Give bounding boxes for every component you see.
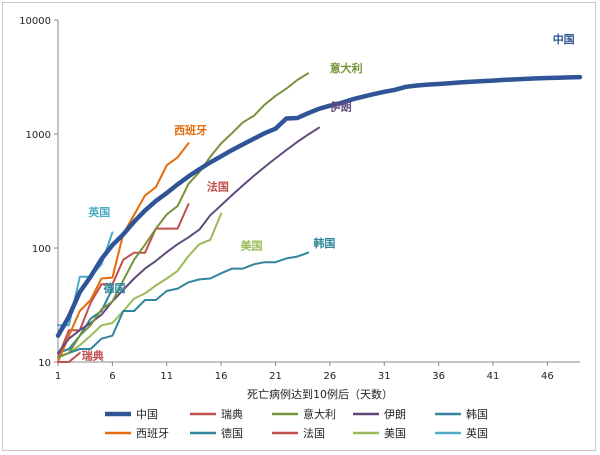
x-tick-label: 31 (378, 371, 391, 382)
legend-label: 德国 (221, 426, 243, 440)
legend-label: 中国 (136, 408, 158, 421)
legend-label: 英国 (466, 426, 488, 440)
legend-label: 西班牙 (136, 427, 169, 440)
series-line-1 (57, 352, 81, 363)
line-label: 意大利 (330, 61, 363, 75)
x-axis-title: 死亡病例达到10例后（天数） (247, 387, 393, 401)
x-tick-label: 26 (324, 371, 337, 382)
line-label: 西班牙 (174, 123, 207, 137)
series-line-8 (57, 212, 223, 359)
line-label: 韩国 (313, 236, 335, 250)
x-tick-label: 11 (160, 371, 173, 382)
x-tick-label: 6 (109, 371, 115, 382)
line-label: 法国 (207, 179, 229, 193)
legend-label: 意大利 (303, 407, 336, 421)
series-line-0 (55, 74, 583, 338)
y-tick-label: 1000 (26, 130, 51, 141)
chart-frame (2, 2, 596, 451)
series-line-2 (57, 72, 310, 359)
line-label: 中国 (553, 32, 575, 46)
x-tick-label: 36 (432, 371, 445, 382)
line-label: 德国 (103, 281, 126, 295)
x-tick-label: 46 (541, 371, 554, 382)
series-line-3 (57, 126, 320, 354)
x-tick-label: 1 (55, 371, 61, 382)
x-tick-label: 41 (487, 371, 500, 382)
legend-label: 美国 (384, 427, 406, 440)
y-tick-label: 10 (38, 358, 51, 369)
y-tick-label: 100 (32, 244, 51, 255)
x-tick-label: 16 (215, 371, 228, 382)
line-label: 伊朗 (329, 100, 352, 114)
series-lines (55, 72, 583, 363)
legend-label: 韩国 (466, 407, 488, 421)
y-tick-label: 10000 (19, 16, 51, 27)
legend-label: 瑞典 (221, 407, 243, 421)
x-tick-label: 21 (269, 371, 282, 382)
line-label: 英国 (87, 205, 110, 219)
legend-label: 法国 (303, 426, 325, 440)
line-label: 美国 (241, 239, 263, 253)
legend-label: 伊朗 (384, 408, 406, 421)
series-line-4 (57, 251, 310, 359)
line-label: 瑞典 (82, 349, 104, 363)
series-line-5 (57, 142, 190, 363)
